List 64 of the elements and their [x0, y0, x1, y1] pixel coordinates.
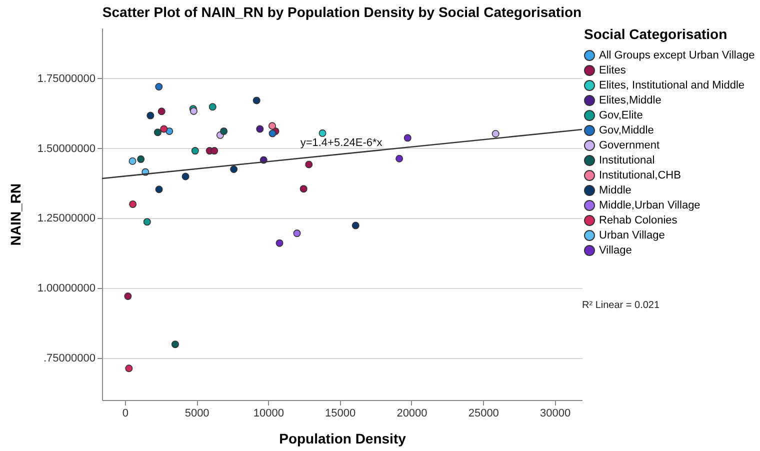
point: [154, 128, 162, 136]
point: [305, 160, 313, 168]
y-tick-label: 1.50000000: [37, 142, 96, 155]
point: [129, 200, 137, 208]
point: [124, 292, 132, 300]
point: [125, 364, 133, 372]
legend-label: Middle,Urban Village: [599, 200, 700, 212]
legend-label: Institutional,CHB: [599, 170, 681, 182]
legend-label: Elites: [599, 64, 626, 76]
point: [171, 340, 179, 348]
x-tick-label: 15000: [325, 408, 356, 420]
legend-label: All Groups except Urban Village: [599, 50, 755, 62]
legend-label: Village: [599, 244, 632, 256]
annotation: R² Linear = 0.021: [582, 300, 660, 311]
point: [252, 96, 260, 104]
point: [160, 125, 168, 133]
point: [158, 108, 166, 116]
x-tick-label: 0: [122, 408, 128, 420]
x-axis-title: Population Density: [279, 430, 406, 446]
x-tick-label: 10000: [253, 408, 284, 420]
point: [155, 186, 163, 194]
x-tick-label: 20000: [396, 408, 428, 420]
point: [352, 222, 360, 230]
point: [143, 218, 151, 226]
point: [300, 185, 308, 193]
y-tick-label: 1.75000000: [37, 72, 96, 85]
legend-label: Elites, Institutional and Middle: [599, 80, 745, 92]
point: [268, 122, 276, 130]
y-axis-title: NAIN_RN: [7, 183, 24, 246]
legend-label: Government: [599, 140, 660, 152]
legend-label: Middle: [599, 184, 632, 196]
point: [268, 130, 276, 138]
legend-label: Elites,Middle: [599, 94, 662, 106]
annotation: y=1.4+5.24E-6*x: [300, 137, 383, 150]
point: [276, 239, 284, 247]
y-tick-label: .75000000: [44, 352, 96, 365]
point: [220, 127, 228, 135]
legend-label: Institutional: [599, 154, 655, 166]
point: [155, 82, 163, 90]
point: [182, 172, 190, 180]
point: [230, 166, 238, 173]
legend-label: Gov,Elite: [599, 110, 643, 122]
legend-title: Social Categorisation: [584, 26, 728, 42]
x-tick-label: 5000: [184, 408, 210, 420]
point: [404, 134, 412, 142]
point: [208, 103, 216, 111]
point: [191, 147, 199, 155]
point: [492, 130, 500, 138]
chart-title: Scatter Plot of NAIN_RN by Population Density by Social Categorisation: [102, 4, 582, 20]
point: [293, 230, 301, 238]
legend-label: Urban Village: [599, 230, 665, 242]
y-tick-label: 1.25000000: [37, 212, 96, 225]
point: [256, 125, 264, 133]
point: [137, 155, 145, 163]
legend-label: Gov,Middle: [599, 124, 654, 136]
point: [146, 112, 154, 120]
point: [128, 157, 136, 165]
point: [210, 147, 218, 155]
x-tick-label: 25000: [468, 408, 499, 420]
y-tick-label: 1.00000000: [37, 282, 96, 295]
point: [396, 154, 404, 162]
point: [318, 129, 326, 137]
x-tick-label: 30000: [540, 408, 571, 420]
legend-label: Rehab Colonies: [599, 214, 678, 226]
